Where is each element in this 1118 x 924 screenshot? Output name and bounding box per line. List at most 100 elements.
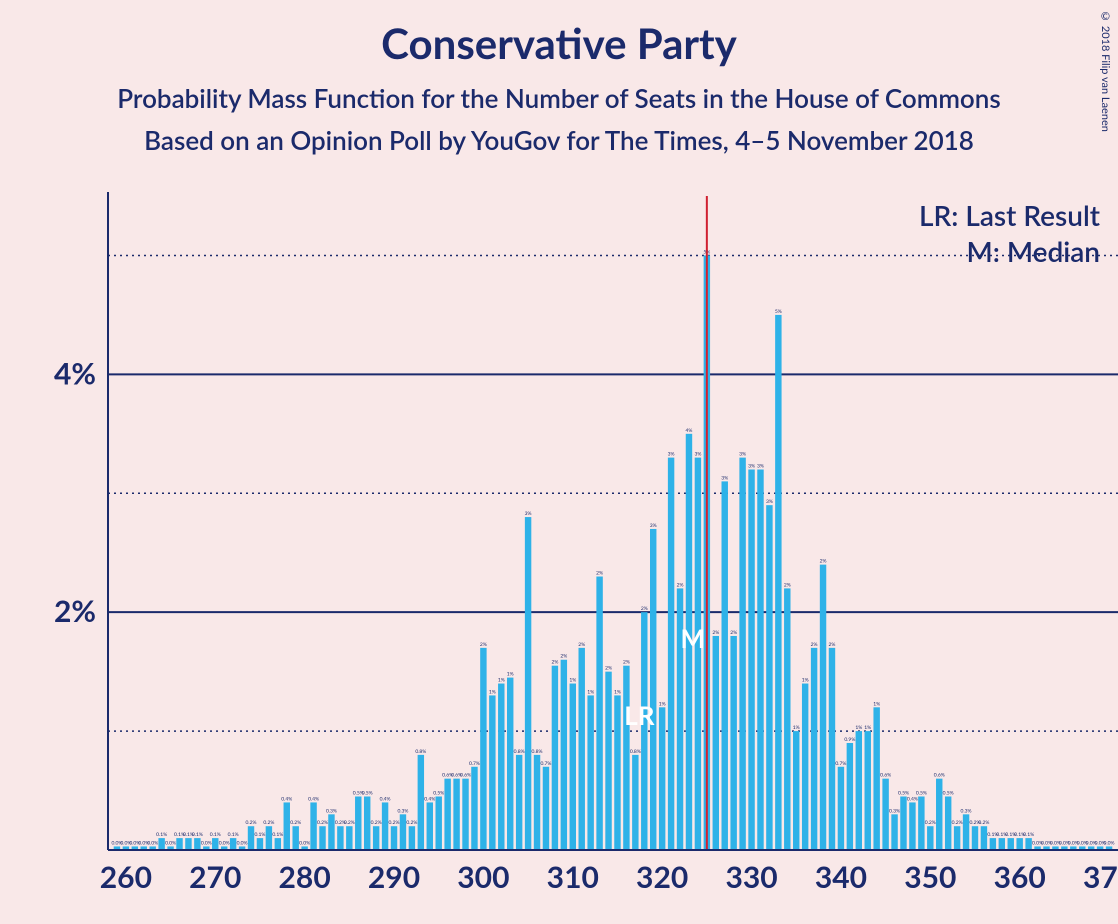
bar-value-label: 2%	[712, 630, 719, 636]
pmf-bar	[632, 755, 638, 850]
bar-value-label: 5%	[775, 309, 782, 315]
pmf-bar	[605, 672, 611, 850]
bar-value-label: 0.1%	[228, 832, 239, 838]
legend-median: M: Median	[967, 234, 1101, 268]
bar-value-label: 0.4%	[424, 796, 435, 802]
bar-value-label: 0.5%	[433, 790, 444, 796]
median-marker-label: M	[681, 622, 706, 654]
bar-value-label: 1%	[498, 678, 505, 684]
bar-value-label: 1%	[793, 725, 800, 731]
pmf-bar	[471, 767, 477, 850]
bar-value-label: 2%	[605, 666, 612, 672]
bar-value-label: 0.6%	[460, 773, 471, 779]
bar-value-label: 0.2%	[246, 820, 257, 826]
bar-value-label: 0.4%	[308, 796, 319, 802]
bar-value-label: 0.7%	[469, 761, 480, 767]
bar-value-label: 0.0%	[1104, 840, 1115, 846]
pmf-bar	[1008, 838, 1014, 850]
bar-value-label: 0.2%	[344, 820, 355, 826]
pmf-bar	[516, 755, 522, 850]
chart-subtitle-2: Based on an Opinion Poll by YouGov for T…	[0, 114, 1118, 156]
pmf-bar	[266, 826, 272, 850]
bar-value-label: 1%	[659, 701, 666, 707]
bar-value-label: 0.3%	[397, 808, 408, 814]
chart-title: Conservative Party	[0, 0, 1118, 68]
pmf-bar	[355, 796, 361, 850]
bar-value-label: 0.8%	[532, 749, 543, 755]
bar-value-label: 0.5%	[943, 790, 954, 796]
bar-value-label: 0.4%	[907, 796, 918, 802]
bar-value-label: 0.3%	[961, 808, 972, 814]
pmf-bar	[811, 648, 817, 850]
bar-value-label: 2%	[829, 642, 836, 648]
bar-value-label: 1%	[507, 672, 514, 678]
bar-value-label: 0.0%	[201, 840, 212, 846]
pmf-bar	[373, 826, 379, 850]
bar-value-label: 2%	[623, 660, 630, 666]
pmf-bar	[596, 577, 602, 850]
bar-value-label: 3%	[757, 463, 764, 469]
pmf-bar	[409, 826, 415, 850]
pmf-bar	[578, 648, 584, 850]
pmf-bar	[319, 826, 325, 850]
pmf-bar	[650, 529, 656, 850]
pmf-bar	[856, 731, 862, 850]
bar-value-label: 1%	[864, 725, 871, 731]
bar-value-label: 0.4%	[380, 796, 391, 802]
bar-value-label: 2%	[820, 559, 827, 565]
bar-value-label: 2%	[677, 582, 684, 588]
bar-value-label: 0.6%	[880, 773, 891, 779]
bar-value-label: 3%	[650, 523, 657, 529]
x-tick-label: 260	[100, 859, 152, 895]
pmf-bar	[972, 826, 978, 850]
bar-value-label: 0.0%	[165, 840, 176, 846]
pmf-bar	[382, 802, 388, 850]
bar-value-label: 0.1%	[272, 832, 283, 838]
pmf-bar	[561, 660, 567, 850]
bar-value-label: 1%	[873, 701, 880, 707]
bar-value-label: 0.2%	[978, 820, 989, 826]
pmf-bar	[847, 743, 853, 850]
bar-value-label: 0.2%	[406, 820, 417, 826]
bar-value-label: 0.0%	[237, 840, 248, 846]
pmf-bar	[936, 779, 942, 850]
pmf-bar	[945, 796, 951, 850]
bar-value-label: 0.2%	[290, 820, 301, 826]
pmf-bar	[623, 666, 629, 850]
x-tick-label: 330	[725, 859, 777, 895]
pmf-bar	[480, 648, 486, 850]
pmf-bar	[865, 731, 871, 850]
bar-value-label: 3%	[668, 452, 675, 458]
bar-value-label: 0.3%	[889, 808, 900, 814]
pmf-bar	[570, 684, 576, 850]
pmf-bar	[498, 684, 504, 850]
bar-value-label: 0.1%	[192, 832, 203, 838]
chart-container: 2%4%0.0%0.0%0.0%0.0%0.0%0.1%0.0%0.1%0.1%…	[40, 190, 1118, 910]
pmf-bar	[444, 779, 450, 850]
pmf-bar	[954, 826, 960, 850]
pmf-bar	[212, 838, 218, 850]
pmf-bar	[838, 767, 844, 850]
pmf-bar	[185, 838, 191, 850]
pmf-bar	[918, 796, 924, 850]
x-tick-label: 340	[815, 859, 867, 895]
pmf-bar	[927, 826, 933, 850]
bar-value-label: 3%	[766, 499, 773, 505]
pmf-bar	[739, 458, 745, 850]
pmf-bar	[543, 767, 549, 850]
bar-value-label: 0.2%	[317, 820, 328, 826]
pmf-bar	[176, 838, 182, 850]
bar-value-label: 0.1%	[156, 832, 167, 838]
bar-value-label: 0.4%	[281, 796, 292, 802]
pmf-bar	[194, 838, 200, 850]
bar-value-label: 0.6%	[934, 773, 945, 779]
bar-value-label: 2%	[578, 642, 585, 648]
pmf-bar	[525, 517, 531, 850]
pmf-bar	[802, 684, 808, 850]
pmf-bar	[757, 469, 763, 850]
pmf-bar	[999, 838, 1005, 850]
pmf-bar	[614, 695, 620, 850]
bar-value-label: 4%	[686, 428, 693, 434]
pmf-bar	[873, 707, 879, 850]
pmf-bar	[730, 636, 736, 850]
